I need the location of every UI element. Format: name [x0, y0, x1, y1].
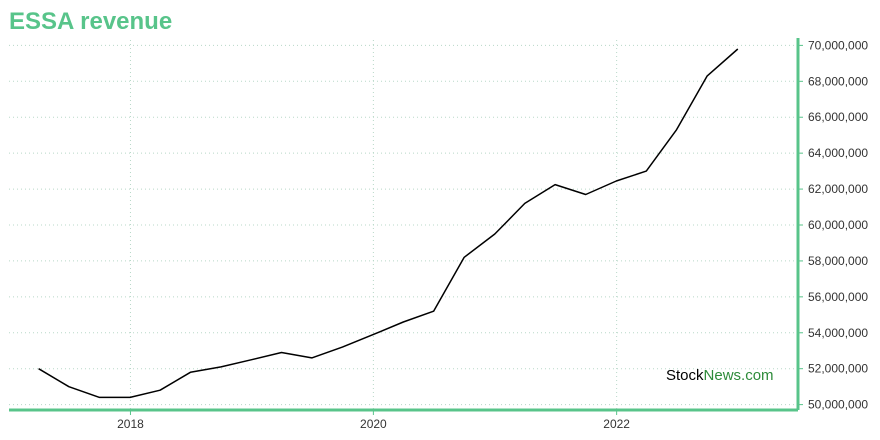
- data-point: [219, 365, 223, 369]
- x-tick-label: 2018: [117, 417, 144, 431]
- y-tick-label: 62,000,000: [808, 182, 868, 196]
- y-tick-label: 68,000,000: [808, 74, 868, 88]
- y-tick-label: 66,000,000: [808, 110, 868, 124]
- y-tick-label: 50,000,000: [808, 398, 868, 412]
- data-point: [188, 370, 192, 374]
- data-point: [523, 201, 527, 205]
- data-point: [614, 179, 618, 183]
- data-point: [705, 74, 709, 78]
- y-tick-label: 54,000,000: [808, 326, 868, 340]
- stocknews-watermark: StockNews.com: [666, 367, 774, 384]
- grid-lines: [9, 40, 798, 410]
- data-point: [67, 385, 71, 389]
- y-tick-label: 58,000,000: [808, 254, 868, 268]
- y-tick-label: 52,000,000: [808, 362, 868, 376]
- data-point: [401, 320, 405, 324]
- watermark-dotcom: .com: [741, 367, 774, 384]
- watermark-news: News: [704, 367, 742, 384]
- data-point: [98, 395, 102, 399]
- data-point: [584, 192, 588, 196]
- x-tick-label: 2020: [360, 417, 387, 431]
- data-point: [553, 183, 557, 187]
- chart-title: ESSA revenue: [9, 8, 173, 35]
- y-tick-label: 56,000,000: [808, 290, 868, 304]
- y-tick-label: 70,000,000: [808, 38, 868, 52]
- revenue-series-line: [38, 48, 739, 399]
- y-tick-label: 64,000,000: [808, 146, 868, 160]
- watermark-stock: Stock: [666, 367, 704, 384]
- y-axis-ticks: 50,000,000 52,000,000 54,000,000 56,000,000…: [798, 38, 868, 412]
- data-point: [158, 388, 162, 392]
- data-point: [250, 358, 254, 362]
- data-point: [736, 47, 740, 51]
- data-point: [432, 309, 436, 313]
- data-point: [280, 351, 284, 355]
- revenue-data-points: [37, 47, 740, 399]
- x-axis-ticks: 2018 2020 2022: [117, 410, 630, 431]
- data-point: [493, 232, 497, 236]
- data-point: [128, 395, 132, 399]
- data-point: [462, 255, 466, 259]
- data-point: [675, 128, 679, 132]
- y-tick-label: 60,000,000: [808, 218, 868, 232]
- data-point: [310, 356, 314, 360]
- data-point: [644, 169, 648, 173]
- data-point: [371, 333, 375, 337]
- x-tick-label: 2022: [603, 417, 630, 431]
- data-point: [37, 367, 41, 371]
- data-point: [340, 345, 344, 349]
